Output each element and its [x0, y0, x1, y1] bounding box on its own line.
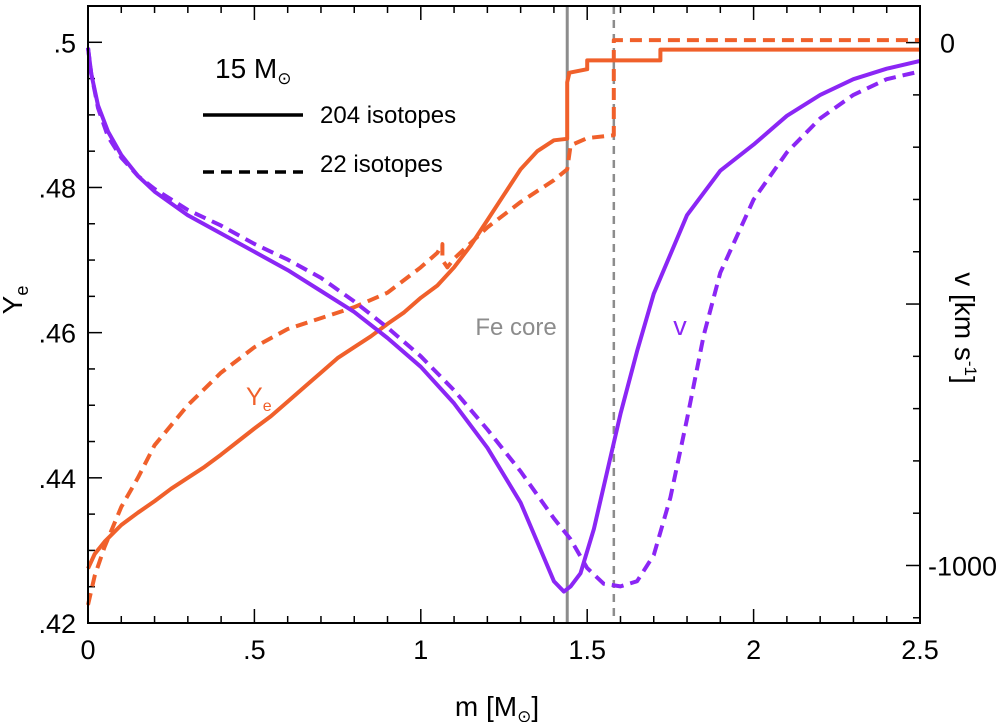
- x-tick-label: .5: [243, 635, 266, 665]
- ye-series-label: Ye: [246, 383, 272, 415]
- tick-labels: 0 .5 1 1.5 2 2.5 .42 .44 .46 .48 .5 0 -1000: [38, 28, 997, 665]
- right-axis-title-end: ]: [949, 376, 980, 384]
- ye-series-label-sub: e: [263, 398, 272, 415]
- x-tick-label: 0: [80, 635, 95, 665]
- x-tick-label: 1.5: [568, 635, 606, 665]
- x-axis-title-prefix: m [M: [455, 691, 517, 722]
- y-right-tick-label: -1000: [928, 551, 997, 581]
- y-left-tick-label: .5: [53, 28, 76, 58]
- legend-entry-204: 204 isotopes: [320, 102, 456, 129]
- fe-core-label: Fe core: [475, 314, 556, 341]
- y-left-tick-label: .48: [38, 173, 76, 203]
- y-left-tick-label: .46: [38, 319, 76, 349]
- legend-sun-symbol: ⊙: [277, 69, 291, 88]
- plot-frame: [87, 5, 921, 624]
- v-series-dashed-line: [86, 47, 921, 589]
- right-axis-title-main: v [km s: [949, 272, 980, 361]
- right-axis-title-sup: -1: [961, 361, 980, 376]
- y-right-tick-label: 0: [940, 29, 955, 59]
- data-lines: [86, 6, 921, 623]
- x-tick-label: 2: [746, 635, 761, 665]
- x-tick-label: 1: [413, 635, 428, 665]
- y-left-tick-label: .42: [38, 609, 76, 639]
- legend: 15 M⊙ 204 isotopes 22 isotopes: [203, 53, 456, 178]
- y-left-tick-label: .44: [38, 464, 76, 494]
- ye-series-solid-line: [86, 47, 920, 570]
- right-axis-title: v [km s-1]: [949, 272, 980, 384]
- left-axis-title-sub: e: [12, 286, 32, 296]
- ye-series-label-main: Y: [246, 383, 263, 411]
- x-tick-label: 2.5: [901, 635, 939, 665]
- x-axis-title: m [M⊙]: [455, 691, 539, 722]
- left-axis-title: Ye: [0, 286, 32, 315]
- legend-title-main: 15 M: [215, 53, 277, 84]
- x-axis-title-suffix: ]: [531, 691, 539, 722]
- left-axis-title-main: Y: [0, 295, 28, 314]
- legend-title: 15 M⊙: [215, 53, 292, 88]
- legend-entry-22: 22 isotopes: [320, 151, 443, 178]
- ye-series-dashed-line: [86, 38, 920, 606]
- sun-symbol: ⊙: [517, 707, 531, 722]
- v-series-label: v: [673, 311, 687, 341]
